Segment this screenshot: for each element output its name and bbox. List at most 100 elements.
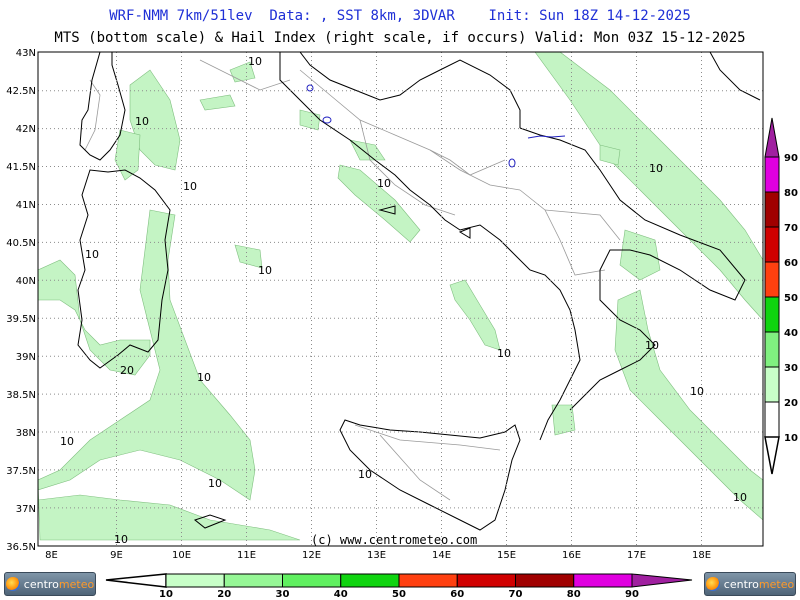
centrometeo-logo-left[interactable]: centrometeo [4, 572, 96, 596]
lon-label: 14E [432, 550, 451, 561]
mts-scale-box [282, 573, 342, 588]
hail-marks [306, 84, 566, 168]
contour-labels: 10 10 10 10 10 10 10 10 10 20 10 10 10 1… [60, 55, 747, 546]
logo-text: centrometeo [23, 577, 95, 591]
contour-label: 10 [358, 468, 372, 481]
mts-scale-label: 60 [450, 589, 464, 600]
hail-scale-label: 70 [784, 223, 798, 234]
lon-label: 8E [45, 550, 58, 561]
contour-label: 10 [183, 180, 197, 193]
hail-scale-box [764, 191, 780, 228]
contour-label: 10 [85, 248, 99, 261]
contour-label: 20 [120, 364, 134, 377]
regional-borders [84, 59, 621, 501]
lat-label: 39.5N [6, 314, 36, 325]
mts-scale-left-arrow [105, 573, 167, 588]
lat-label: 38.5N [6, 390, 36, 401]
hail-scale-box [764, 331, 780, 368]
lat-lon-grid [38, 52, 763, 546]
lat-label: 39N [16, 352, 36, 363]
lon-label: 12E [302, 550, 321, 561]
hail-scale-label: 90 [784, 153, 798, 164]
lon-label: 11E [237, 550, 256, 561]
contour-label: 10 [377, 177, 391, 190]
logo-text: centrometeo [723, 577, 795, 591]
hail-scale-box [764, 261, 780, 298]
mts-scale-box [223, 573, 283, 588]
contour-label: 10 [645, 339, 659, 352]
mts-scale-label: 80 [567, 589, 581, 600]
lon-label: 15E [497, 550, 516, 561]
mts-scale-label: 10 [159, 589, 173, 600]
mts-scale-label: 40 [334, 589, 348, 600]
longitude-labels: 8E 9E 10E 11E 12E 13E 14E 15E 16E 17E 18… [45, 550, 711, 561]
hail-scale-box [764, 226, 780, 263]
lat-label: 37N [16, 504, 36, 515]
logo-icon [5, 577, 20, 591]
mts-scale-box [398, 573, 458, 588]
title-line-1: WRF-NMM 7km/51lev Data: , SST 8km, 3DVAR… [109, 8, 691, 24]
lat-label: 43N [16, 48, 36, 59]
lat-label: 41.5N [6, 162, 36, 173]
map-frame [37, 51, 764, 547]
mts-scale-box [573, 573, 633, 588]
lon-label: 13E [367, 550, 386, 561]
lon-label: 10E [172, 550, 191, 561]
hail-scale-box [764, 156, 780, 193]
mts-scale-box [456, 573, 516, 588]
contour-label: 10 [135, 115, 149, 128]
hail-scale-box [764, 296, 780, 333]
copyright-text: (c) www.centrometeo.com [311, 533, 477, 547]
hail-scale-label: 80 [784, 188, 798, 199]
hail-scale-label: 30 [784, 363, 798, 374]
contour-label: 10 [208, 477, 222, 490]
mts-scale-label: 70 [509, 589, 523, 600]
hail-scale-label: 20 [784, 398, 798, 409]
hail-scale-label: 50 [784, 293, 798, 304]
contour-label: 10 [248, 55, 262, 68]
hail-scale-box [764, 401, 780, 438]
mts-scale-box [515, 573, 575, 588]
coastlines [77, 52, 761, 531]
hail-scale-label: 60 [784, 258, 798, 269]
hail-scale-bottom-arrow [764, 436, 780, 475]
lat-label: 42.5N [6, 86, 36, 97]
centrometeo-logo-right[interactable]: centrometeo [704, 572, 796, 596]
mts-scale-label: 90 [625, 589, 639, 600]
title-line-2: MTS (bottom scale) & Hail Index (right s… [54, 30, 746, 46]
lon-label: 9E [110, 550, 123, 561]
contour-label: 10 [649, 162, 663, 175]
lat-label: 42N [16, 124, 36, 135]
mts-scale-box [340, 573, 400, 588]
contour-label: 10 [690, 385, 704, 398]
hail-scale-label: 10 [784, 433, 798, 444]
mts-scale-right-arrow [631, 573, 693, 588]
hail-scale-top-arrow [764, 117, 780, 158]
contour-label: 10 [258, 264, 272, 277]
lat-label: 40.5N [6, 238, 36, 249]
contour-label: 10 [60, 435, 74, 448]
lat-label: 36.5N [6, 542, 36, 553]
hail-scale-box [764, 366, 780, 403]
lon-label: 17E [627, 550, 646, 561]
hail-scale-label: 40 [784, 328, 798, 339]
mts-scale-label: 50 [392, 589, 406, 600]
contour-label: 10 [197, 371, 211, 384]
lat-label: 38N [16, 428, 36, 439]
hail-index-scale: 10 20 30 40 50 60 70 80 90 [764, 117, 798, 475]
latitude-labels: 43N 42.5N 42N 41.5N 41N 40.5N 40N 39.5N … [6, 48, 36, 553]
mts-scale-box [165, 573, 225, 588]
logo-icon [705, 577, 720, 591]
contour-label: 10 [733, 491, 747, 504]
contour-label: 10 [114, 533, 128, 546]
lat-label: 41N [16, 200, 36, 211]
lat-label: 37.5N [6, 466, 36, 477]
contour-label: 10 [497, 347, 511, 360]
mts-scale: 10 20 30 40 50 60 70 80 90 [105, 573, 693, 600]
mts-scale-label: 20 [217, 589, 231, 600]
mts-scale-label: 30 [276, 589, 290, 600]
lat-label: 40N [16, 276, 36, 287]
lon-label: 18E [692, 550, 711, 561]
lon-label: 16E [562, 550, 581, 561]
